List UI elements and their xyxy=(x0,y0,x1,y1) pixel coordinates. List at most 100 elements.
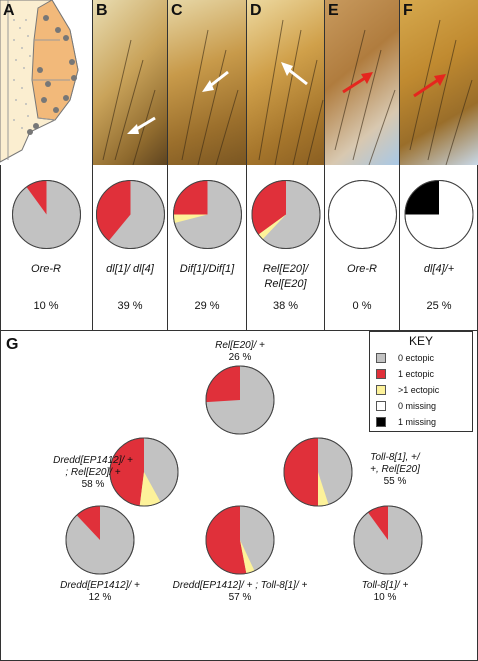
pie-chart-g6 xyxy=(353,505,423,575)
notum-diagram xyxy=(0,0,92,165)
pie-chart-a xyxy=(12,180,81,249)
percent-label: 55 % xyxy=(383,476,407,487)
genotype-g5: Dredd[EP1412]/ + ; Toll-8[1]/ + 57 % xyxy=(160,580,320,604)
genotype-g6: Toll-8[1]/ + 10 % xyxy=(335,580,435,604)
genotype-label: Ore-R xyxy=(347,263,377,275)
legend-key: KEY 0 ectopic 1 ectopic >1 ectopic 0 mis… xyxy=(369,331,473,432)
pie-slice-one xyxy=(109,438,144,506)
pie-chart-c xyxy=(173,180,242,249)
genotype-label: Dif[1]/Dif[1] xyxy=(179,263,235,275)
percent-label: 39 % xyxy=(117,300,143,312)
pie-slice-multi xyxy=(173,214,208,223)
legend-swatch xyxy=(376,369,386,379)
pie-slice-multi xyxy=(318,472,329,506)
panel-d: D Rel[E20]/ Rel[E20] 38 % xyxy=(247,0,325,330)
genotype-label: Ore-R xyxy=(31,263,61,275)
pie-slice-one xyxy=(284,438,318,506)
pie-slice-one xyxy=(252,180,286,235)
percent-label: 38 % xyxy=(272,300,299,312)
genotype-label-line2: ; Rel[E20]/ + xyxy=(65,467,121,478)
pie-chart-g1 xyxy=(205,365,275,435)
panel-e: E Ore-R 0 % xyxy=(325,0,400,330)
pie-outline xyxy=(173,180,242,249)
pie-chart-b xyxy=(96,180,165,249)
pie-outline xyxy=(404,180,474,249)
fly-thorax-photo xyxy=(93,0,167,165)
legend-swatch xyxy=(376,385,386,395)
fly-thorax-photo xyxy=(168,0,246,165)
pie-outline xyxy=(205,365,275,435)
panel-label: B xyxy=(96,2,108,19)
panel-c: C Dif[1]/Dif[1] 29 % xyxy=(168,0,247,330)
pie-slice-multi xyxy=(258,214,286,240)
genotype-label: Dredd[EP1412]/ + ; Toll-8[1]/ + xyxy=(172,580,308,591)
panel-label: A xyxy=(3,2,15,19)
legend-label: 1 missing xyxy=(398,417,437,427)
pie-outline xyxy=(328,180,397,249)
percent-label: 26 % xyxy=(228,352,252,363)
panel-label: E xyxy=(328,2,339,19)
pie-slice-one xyxy=(96,180,131,241)
percent-label: 29 % xyxy=(194,300,220,312)
panel-a: A Ore-R 10 % xyxy=(0,0,93,330)
pie-outline xyxy=(205,505,275,575)
pie-outline xyxy=(251,180,321,249)
pie-slice-one xyxy=(206,366,240,403)
legend-swatch xyxy=(376,401,386,411)
percent-label: 12 % xyxy=(88,592,112,603)
panel-label: D xyxy=(250,2,262,19)
percent-label: 25 % xyxy=(426,300,452,312)
pie-outline xyxy=(109,437,179,507)
genotype-label: Toll-8[1]/ + xyxy=(361,580,409,591)
fly-thorax-photo xyxy=(325,0,399,165)
genotype-g1: Rel[E20]/ + 26 % xyxy=(190,340,290,364)
pie-chart-g2 xyxy=(109,437,179,507)
legend-swatch xyxy=(376,353,386,363)
pie-slice-one xyxy=(368,506,388,540)
pie-slice-multi xyxy=(240,540,255,574)
genotype-label: Dredd[EP1412]/ + xyxy=(53,455,133,466)
percent-label: 10 % xyxy=(33,300,59,312)
pie-chart-g3 xyxy=(283,437,353,507)
percent-label: 0 % xyxy=(352,300,372,312)
percent-label: 10 % xyxy=(373,592,397,603)
panel-label: C xyxy=(171,2,183,19)
genotype-g2: Dredd[EP1412]/ + ; Rel[E20]/ + 58 % xyxy=(38,455,148,491)
percent-label: 57 % xyxy=(228,592,252,603)
panel-b: B dl[1]/ dl[4] 39 % xyxy=(93,0,168,330)
pie-slice-one xyxy=(173,180,208,215)
pie-outline xyxy=(12,180,81,249)
pie-outline xyxy=(353,505,423,575)
legend-label: 1 ectopic xyxy=(398,369,435,379)
pie-outline xyxy=(96,180,165,249)
pie-slice-one xyxy=(206,506,247,574)
genotype-g3: Toll-8[1], +/ +, Rel[E20] 55 % xyxy=(350,452,440,488)
genotype-label-line2: +, Rel[E20] xyxy=(370,464,420,475)
legend-label: 0 missing xyxy=(398,401,437,411)
fly-thorax-photo xyxy=(400,0,478,165)
genotype-label-line2: Rel[E20] xyxy=(264,278,307,290)
panel-label: F xyxy=(403,2,413,19)
genotype-label: dl[1]/ dl[4] xyxy=(106,263,154,275)
genotype-label: dl[4]/+ xyxy=(423,263,455,275)
genotype-label: Rel[E20]/ + xyxy=(215,340,265,351)
genotype-label: Rel[E20]/ xyxy=(262,263,309,275)
pie-chart-g4 xyxy=(65,505,135,575)
pie-chart-f xyxy=(404,180,474,249)
panel-label-g: G xyxy=(6,336,19,353)
percent-label: 58 % xyxy=(81,479,105,490)
pie-outline xyxy=(65,505,135,575)
legend-swatch xyxy=(376,417,386,427)
pie-outline xyxy=(283,437,353,507)
pie-chart-d xyxy=(251,180,321,249)
genotype-label: Dredd[EP1412]/ + xyxy=(60,580,140,591)
legend-title: KEY xyxy=(408,334,433,348)
pie-slice-one xyxy=(405,180,439,215)
fly-thorax-photo xyxy=(247,0,324,165)
pie-slice-multi xyxy=(139,472,161,506)
pie-slice-one xyxy=(76,506,100,540)
legend-label: >1 ectopic xyxy=(398,385,440,395)
pie-chart-g5 xyxy=(205,505,275,575)
genotype-label: Toll-8[1], +/ xyxy=(370,452,420,463)
legend-label: 0 ectopic xyxy=(398,353,435,363)
